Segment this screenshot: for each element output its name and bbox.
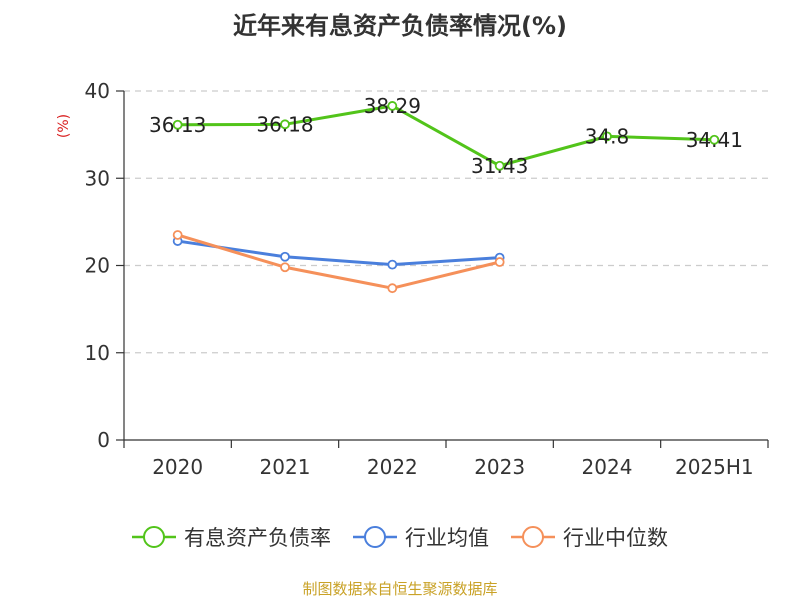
grid-lines	[124, 90, 768, 354]
axes: 0 10 20 30 40 2020 2021 2022 2023 2024 2025H1	[85, 79, 769, 479]
data-label: 34.8	[585, 124, 630, 148]
series-line	[177, 239, 500, 267]
series-line	[177, 104, 715, 168]
chart-title: 近年来有息资产负债率情况(%)	[233, 12, 567, 40]
legend-marker	[364, 526, 386, 548]
legend-label: 行业中位数	[563, 526, 668, 550]
data-point	[280, 262, 290, 273]
y-tick-label: 30	[85, 166, 110, 190]
data-point	[494, 257, 505, 267]
data-label: 34.41	[686, 128, 743, 152]
legend: 有息资产负债率 行业均值 行业中位数	[132, 526, 668, 550]
data-label: 36.18	[256, 112, 313, 136]
data-labels: 36.13 36.18 38.29 31.43 34.8 34.41	[149, 94, 743, 178]
series-line	[177, 233, 501, 290]
x-tick-label: 2025H1	[675, 455, 754, 479]
data-point	[280, 119, 290, 130]
x-tick-label: 2021	[260, 455, 311, 479]
y-tick-label: 10	[85, 341, 110, 365]
data-point	[172, 230, 183, 240]
data-label: 31.43	[471, 154, 528, 178]
data-point	[387, 283, 398, 294]
x-tick-label: 2024	[582, 455, 633, 479]
data-point	[387, 101, 398, 111]
y-axis-label: (%)	[56, 114, 72, 138]
data-label: 38.29	[364, 94, 421, 118]
y-tick-label: 20	[85, 254, 110, 278]
x-tick-label: 2023	[474, 455, 525, 479]
data-point	[709, 134, 720, 145]
y-tick-label: 40	[85, 79, 110, 103]
series-2	[172, 236, 505, 270]
data-label: 36.13	[149, 113, 206, 137]
data-point	[172, 119, 183, 130]
source-note: 制图数据来自恒生聚源数据库	[302, 580, 497, 598]
data-point	[602, 131, 612, 142]
x-tick-label: 2020	[152, 455, 203, 479]
series-lines	[172, 101, 720, 294]
legend-marker	[143, 526, 165, 548]
series-3	[172, 230, 505, 294]
legend-marker	[522, 526, 544, 548]
legend-label: 有息资产负债率	[184, 526, 331, 550]
legend-item[interactable]: 行业均值	[353, 526, 489, 550]
y-tick-label: 0	[97, 428, 110, 452]
x-tick-label: 2022	[367, 455, 418, 479]
data-point	[494, 160, 505, 171]
legend-label: 行业均值	[405, 526, 489, 550]
legend-item[interactable]: 有息资产负债率	[132, 526, 331, 550]
data-point	[387, 259, 398, 270]
data-point	[280, 251, 290, 262]
legend-item[interactable]: 行业中位数	[511, 526, 668, 550]
series-1	[172, 101, 720, 171]
